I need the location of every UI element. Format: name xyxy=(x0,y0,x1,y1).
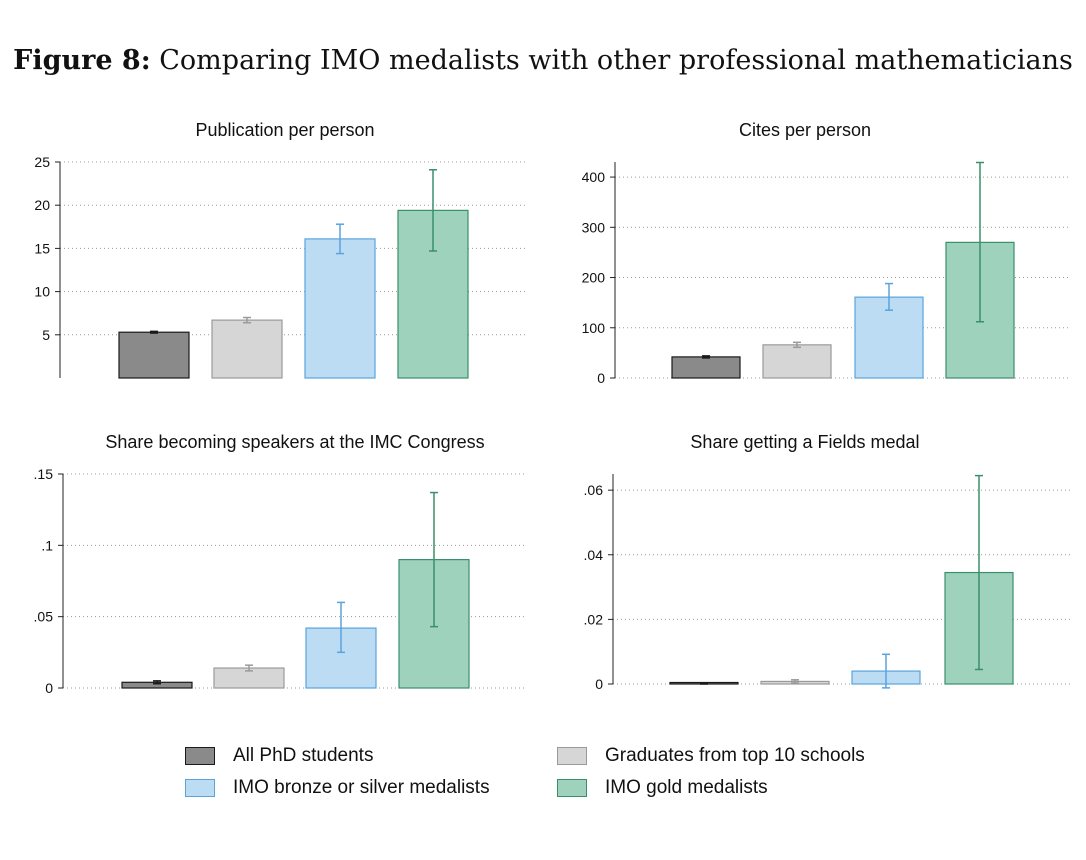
error-bar-all-phd xyxy=(153,680,161,685)
chart-title: Publication per person xyxy=(195,120,375,140)
error-bar-bronze-silver xyxy=(885,282,893,311)
bar-all-phd xyxy=(118,331,190,379)
error-bar-top10 xyxy=(243,316,251,324)
legend-swatch xyxy=(185,779,215,797)
legend-label: All PhD students xyxy=(233,745,374,766)
y-tick-label: 0 xyxy=(595,676,603,692)
y-tick-label: 400 xyxy=(582,169,606,185)
y-tick-label: 100 xyxy=(582,320,606,336)
figure-label: Figure 8: xyxy=(13,45,151,76)
error-bar-bronze-silver xyxy=(336,223,344,255)
y-tick-label: 0 xyxy=(45,680,53,696)
figure-caption: Comparing IMO medalists with other profe… xyxy=(159,45,1073,76)
y-tick-label: .1 xyxy=(41,537,53,553)
legend-item-bronze-silver: IMO bronze or silver medalists xyxy=(185,777,490,799)
error-bar-all-phd xyxy=(700,682,708,685)
error-bar-gold xyxy=(976,161,984,323)
y-tick-label: 20 xyxy=(34,197,50,213)
chart-panel-cites: Cites per person 0 100 200 300 400 xyxy=(545,120,1070,400)
error-bar-gold xyxy=(430,491,438,628)
bar-bronze-silver xyxy=(304,238,376,379)
y-tick-label: .02 xyxy=(584,611,604,627)
legend-swatch xyxy=(557,747,587,765)
error-bar-gold xyxy=(975,474,983,671)
legend-swatch xyxy=(557,779,587,797)
y-tick-label: .06 xyxy=(584,482,604,498)
figure-title: Figure 8: Comparing IMO medalists with o… xyxy=(0,45,1086,76)
y-tick-label: 25 xyxy=(34,154,50,170)
legend-label: Graduates from top 10 schools xyxy=(605,745,865,766)
y-tick-label: .05 xyxy=(34,609,54,625)
chart-fields: 0 .02 .04 .06 xyxy=(584,474,1070,692)
y-tick-label: .15 xyxy=(34,466,54,482)
chart-publications: 5 10 15 20 25 xyxy=(34,154,525,379)
y-tick-label: 300 xyxy=(582,219,606,235)
legend-item-gold: IMO gold medalists xyxy=(557,777,768,799)
legend-item-top10: Graduates from top 10 schools xyxy=(557,745,865,767)
chart-legend: All PhD students Graduates from top 10 s… xyxy=(185,745,945,815)
error-bar-all-phd xyxy=(150,330,158,334)
y-tick-label: .04 xyxy=(584,547,604,563)
chart-speakers: 0 .05 .1 .15 xyxy=(34,466,525,696)
y-tick-label: 15 xyxy=(34,240,50,256)
y-tick-label: 10 xyxy=(34,284,50,300)
legend-label: IMO bronze or silver medalists xyxy=(233,777,490,798)
y-tick-label: 0 xyxy=(597,370,605,386)
legend-item-all-phd: All PhD students xyxy=(185,745,373,767)
legend-label: IMO gold medalists xyxy=(605,777,768,798)
error-bar-all-phd xyxy=(702,355,710,359)
chart-cites: 0 100 200 300 400 xyxy=(582,161,1070,386)
y-tick-label: 200 xyxy=(582,270,606,286)
error-bar-gold xyxy=(429,169,437,252)
y-tick-label: 5 xyxy=(42,327,50,343)
chart-title: Share becoming speakers at the IMC Congr… xyxy=(105,432,485,452)
chart-panel-speakers: Share becoming speakers at the IMC Congr… xyxy=(0,432,525,712)
error-bar-top10 xyxy=(793,341,801,349)
bar-top10 xyxy=(762,344,832,379)
error-bar-bronze-silver xyxy=(882,653,890,689)
chart-panel-publications: Publication per person 5 10 15 20 25 xyxy=(0,120,525,400)
error-bar-top10 xyxy=(791,679,799,684)
chart-title: Share getting a Fields medal xyxy=(690,432,920,452)
bar-all-phd xyxy=(671,356,741,379)
chart-title: Cites per person xyxy=(738,120,872,140)
error-bar-bronze-silver xyxy=(337,601,345,654)
error-bar-top10 xyxy=(245,664,253,672)
chart-panel-fields: Share getting a Fields medal 0 .02 .04 .06 xyxy=(545,432,1070,712)
legend-swatch xyxy=(185,747,215,765)
bar-top10 xyxy=(211,319,283,379)
